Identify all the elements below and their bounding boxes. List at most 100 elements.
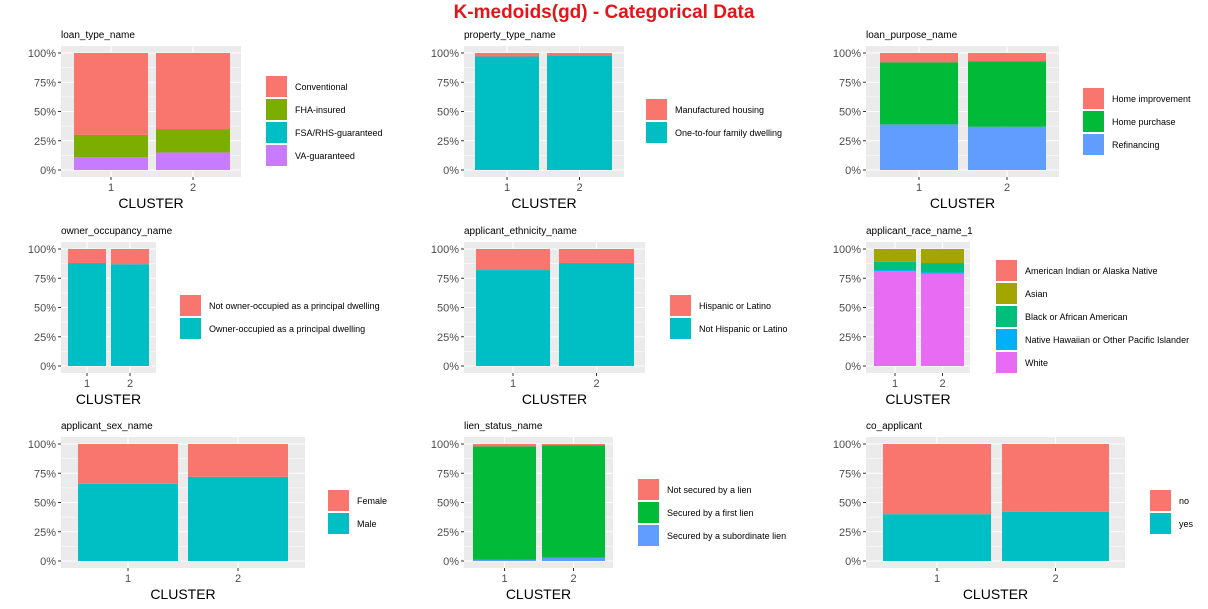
chart-panel-applicant-race-name-1: applicant_race_name_1 0% 25% 50% 75% 100% 1 2CL… <box>833 226 1189 407</box>
panel-title: property_type_name <box>464 30 556 41</box>
bar-segment <box>921 273 964 366</box>
legend-label: FHA-insured <box>295 105 346 115</box>
legend: Female Male <box>328 490 387 534</box>
legend-label: Home purchase <box>1112 117 1176 127</box>
x-tick-label: 2 <box>1052 573 1058 585</box>
legend-label: Male <box>357 519 377 529</box>
bar-segment <box>68 249 106 264</box>
y-tick-label: 100% <box>833 439 861 451</box>
bar-segment <box>547 53 612 56</box>
bar-segment <box>74 134 148 158</box>
y-tick-label: 75% <box>437 273 459 285</box>
y-tick-label: 25% <box>839 136 861 148</box>
y-tick-label: 25% <box>34 527 56 539</box>
y-tick-label: 50% <box>437 303 459 315</box>
bar-segment <box>542 444 605 446</box>
y-tick-label: 0% <box>40 556 56 568</box>
x-tick-label: 1 <box>504 182 510 194</box>
legend: Not secured by a lien Secured by a first … <box>638 479 786 546</box>
legend-label: American Indian or Alaska Native <box>1025 266 1158 276</box>
y-tick-label: 0% <box>443 361 459 373</box>
legend: Not owner-occupied as a principal dwelli… <box>180 295 380 339</box>
legend-label: VA-guaranteed <box>295 151 355 161</box>
legend-swatch <box>670 318 691 339</box>
bar-segment <box>68 263 106 366</box>
legend-label: Manufactured housing <box>675 105 764 115</box>
bar-segment <box>880 124 958 170</box>
legend-label: Black or African American <box>1025 312 1128 322</box>
x-axis-label: CLUSTER <box>76 391 141 407</box>
y-tick-label: 50% <box>437 498 459 510</box>
x-tick-label: 2 <box>576 182 582 194</box>
legend-swatch <box>996 306 1017 327</box>
y-tick-label: 75% <box>437 77 459 89</box>
bar-segment <box>156 53 230 130</box>
legend-label: Home improvement <box>1112 94 1191 104</box>
x-axis-label: CLUSTER <box>885 391 950 407</box>
y-tick-label: 0% <box>443 556 459 568</box>
bar-segment <box>547 55 612 171</box>
y-tick-label: 0% <box>40 165 56 177</box>
y-tick-label: 75% <box>34 273 56 285</box>
legend-label: Conventional <box>295 82 348 92</box>
y-tick-label: 50% <box>437 107 459 119</box>
y-tick-label: 0% <box>443 165 459 177</box>
bar-segment <box>156 152 230 170</box>
bar-segment <box>968 53 1046 62</box>
bar-segment <box>188 444 288 477</box>
bar-segment <box>1002 511 1109 561</box>
legend-label: no <box>1179 496 1189 506</box>
bar-segment <box>883 514 991 561</box>
panel-title: loan_type_name <box>61 30 135 41</box>
x-tick-label: 2 <box>127 378 133 390</box>
chart-panel-co-applicant: co_applicant 0% 25% 50% 75% 100% 1 2 CLUSTER no ye… <box>833 421 1194 602</box>
legend-swatch <box>996 283 1017 304</box>
x-tick-label: 2 <box>939 378 945 390</box>
bar-segment <box>1002 444 1109 512</box>
panel-title: lien_status_name <box>464 421 543 432</box>
y-tick-label: 0% <box>845 556 861 568</box>
x-tick-label: 2 <box>593 378 599 390</box>
y-tick-label: 0% <box>845 165 861 177</box>
y-tick-label: 50% <box>34 498 56 510</box>
legend-swatch <box>646 99 667 120</box>
chart-panel-applicant-ethnicity-name: applicant_ethnicity_name 0% 25% 50% 75% 100% 1… <box>431 226 788 407</box>
x-tick-label: 1 <box>501 573 507 585</box>
legend-swatch <box>638 502 659 523</box>
x-tick-label: 1 <box>892 378 898 390</box>
bar-segment <box>968 61 1046 127</box>
page-title: K-medoids(gd) - Categorical Data <box>453 2 755 23</box>
y-tick-label: 25% <box>437 527 459 539</box>
legend-swatch <box>1083 111 1104 132</box>
y-tick-label: 0% <box>845 361 861 373</box>
legend: Home improvement Home purchase Refinancing <box>1083 88 1191 155</box>
bar-segment <box>78 444 178 484</box>
y-tick-label: 25% <box>839 527 861 539</box>
panel-title: owner_occupancy_name <box>61 226 173 237</box>
bar-segment <box>475 56 539 171</box>
legend: Hispanic or Latino Not Hispanic or Latino <box>670 295 788 339</box>
y-tick-label: 75% <box>839 273 861 285</box>
chart-panel-lien-status-name: lien_status_name 0% 25% 50% 75% 100% 1 2CLUSTER… <box>431 421 786 602</box>
bar-segment <box>78 483 178 561</box>
legend-label: Owner-occupied as a principal dwelling <box>209 324 365 334</box>
panel-title: co_applicant <box>866 421 922 432</box>
bar-segment <box>542 557 605 561</box>
y-tick-label: 75% <box>34 77 56 89</box>
legend-label: Female <box>357 496 387 506</box>
x-axis-label: CLUSTER <box>150 586 215 602</box>
x-tick-label: 2 <box>235 573 241 585</box>
legend-swatch <box>266 122 287 143</box>
y-tick-label: 100% <box>28 244 56 256</box>
legend-swatch <box>670 295 691 316</box>
x-tick-label: 1 <box>510 378 516 390</box>
y-tick-label: 100% <box>833 48 861 60</box>
y-tick-label: 75% <box>839 77 861 89</box>
bar-segment <box>559 249 634 264</box>
legend-label: Not owner-occupied as a principal dwelli… <box>209 301 380 311</box>
chart-panel-owner-occupancy-name: owner_occupancy_name 0% 25% 50% 75% 100% 1 2CLU… <box>28 226 380 407</box>
y-tick-label: 100% <box>431 439 459 451</box>
bar-segment <box>874 261 916 271</box>
x-tick-label: 1 <box>916 182 922 194</box>
bar-segment <box>475 53 539 57</box>
